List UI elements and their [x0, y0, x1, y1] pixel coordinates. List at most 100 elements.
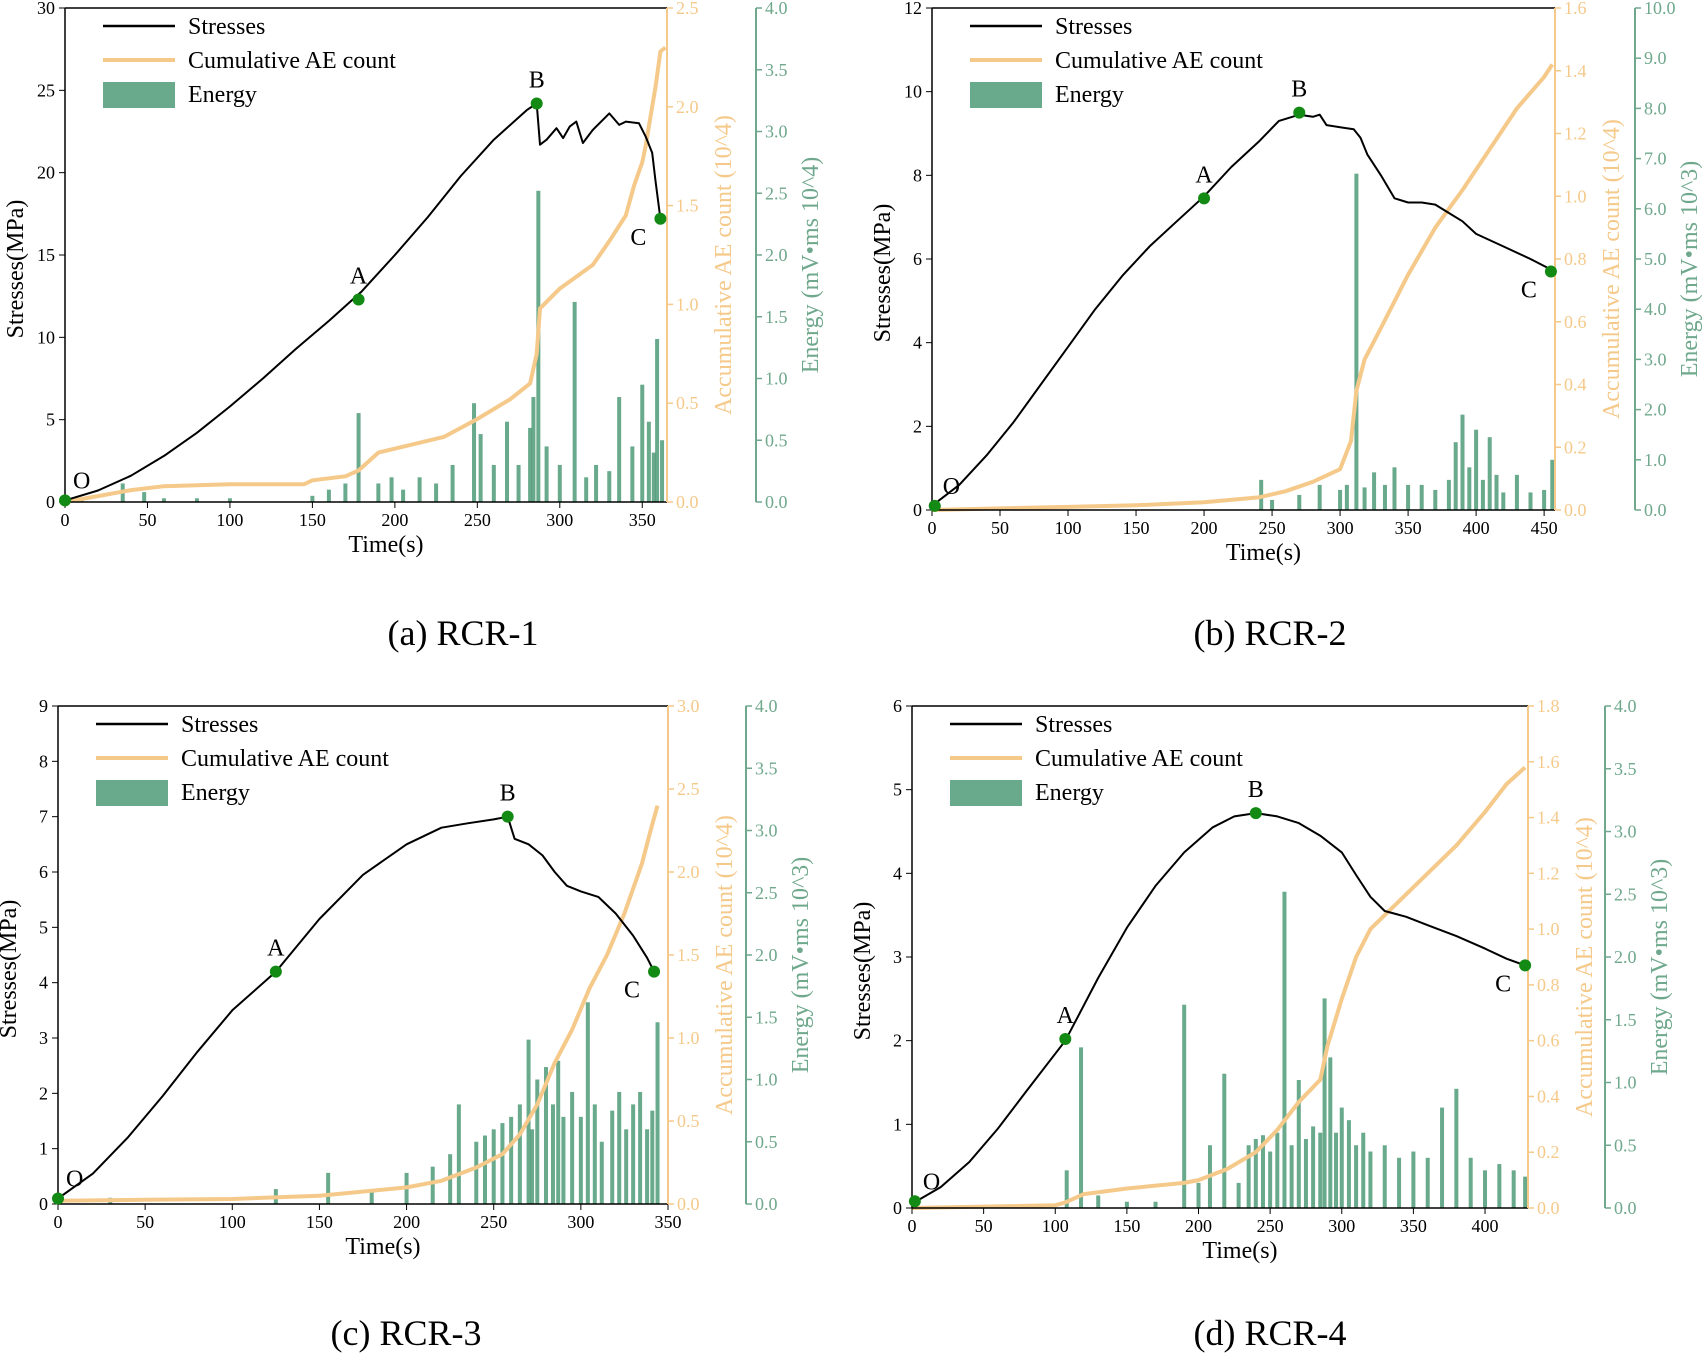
- y3-tick-label: 1.5: [755, 1007, 778, 1027]
- energy-bar: [326, 489, 331, 502]
- y3-tick-label: 2.0: [765, 245, 788, 265]
- energy-bar: [1397, 1157, 1402, 1208]
- y-tick-label: 5: [46, 410, 55, 430]
- energy-bar: [1222, 1073, 1227, 1208]
- energy-bar: [557, 464, 562, 502]
- energy-bar: [1275, 1132, 1280, 1208]
- y2-tick-label: 1.0: [1537, 919, 1560, 939]
- x-tick-label: 300: [1327, 518, 1354, 538]
- energy-bar: [594, 464, 599, 502]
- y-tick-label: 4: [39, 973, 48, 993]
- key-point-label: B: [529, 68, 545, 94]
- y3-tick-label: 3.5: [755, 758, 778, 778]
- energy-bar: [660, 440, 665, 502]
- x-tick-label: 150: [306, 1212, 333, 1232]
- x-tick-label: 450: [1531, 518, 1558, 538]
- legend-energy-label: Energy: [181, 780, 250, 806]
- stress-line: [64, 102, 662, 502]
- y3-tick-label: 3.5: [1614, 759, 1637, 779]
- y3-tick-label: 0.5: [1614, 1135, 1637, 1155]
- legend-stress-label: Stresses: [1055, 14, 1132, 40]
- legend-stress-label: Stresses: [188, 14, 265, 40]
- energy-bar: [1260, 1135, 1265, 1208]
- energy-bar: [434, 483, 439, 502]
- stress-line: [911, 812, 1526, 1205]
- energy-bar: [572, 301, 577, 502]
- legend-stress-label: Stresses: [1035, 712, 1112, 738]
- y-tick-label: 3: [39, 1028, 48, 1048]
- key-point-marker: [1293, 106, 1306, 119]
- y2-tick-label: 1.2: [1537, 863, 1560, 883]
- y-tick-label: 12: [904, 0, 922, 18]
- key-point-label: C: [1521, 278, 1537, 304]
- cumulative-ae-line: [64, 45, 667, 504]
- x-tick-label: 400: [1472, 1216, 1499, 1236]
- y2-tick-label: 0.0: [677, 1194, 700, 1214]
- key-point-marker: [1249, 807, 1262, 820]
- energy-bar: [544, 446, 549, 502]
- y-tick-label: 8: [39, 751, 48, 771]
- key-point-marker: [52, 1192, 64, 1205]
- energy-bar: [142, 492, 147, 502]
- y2-axis-title: Accumulative AE count (10^4): [711, 115, 737, 415]
- y3-axis-title: Energy (mV•ms 10^3): [1677, 161, 1703, 378]
- energy-bar: [617, 1091, 622, 1204]
- y2-tick-label: 1.8: [1537, 696, 1560, 716]
- energy-bar: [1511, 1170, 1516, 1208]
- key-point-marker: [928, 499, 941, 512]
- y3-tick-label: 3.0: [765, 122, 788, 142]
- energy-bar: [227, 498, 232, 502]
- x-tick-label: 0: [908, 1216, 917, 1236]
- legend-cumulative-label: Cumulative AE count: [188, 48, 396, 74]
- y2-tick-label: 2.5: [676, 0, 699, 18]
- energy-bar: [592, 1104, 597, 1204]
- y2-tick-label: 0.2: [1564, 437, 1587, 457]
- energy-bar: [1440, 1107, 1445, 1208]
- y2-axis-title: Accumulative AE count (10^4): [1599, 119, 1625, 419]
- y2-tick-label: 0.0: [1564, 500, 1587, 520]
- y2-tick-label: 3.0: [677, 696, 700, 716]
- energy-bar: [500, 1123, 505, 1204]
- x-tick-label: 50: [975, 1216, 993, 1236]
- y3-tick-label: 1.5: [765, 307, 788, 327]
- y2-tick-label: 0.4: [1537, 1086, 1560, 1106]
- y2-tick-label: 1.0: [1564, 186, 1587, 206]
- x-tick-label: 0: [928, 518, 937, 538]
- energy-bar: [491, 1129, 496, 1204]
- y-tick-label: 0: [893, 1198, 902, 1218]
- y3-tick-label: 3.5: [765, 60, 788, 80]
- chart-panel-2: 0 50 100 150 200 250 300 350 400 450 0 2 4 6 8 10 12 0.0 0…: [870, 0, 1703, 653]
- x-tick-label: 350: [655, 1212, 682, 1232]
- energy-bar: [1368, 1151, 1373, 1208]
- y-axis-title: Stresses(MPa): [870, 204, 896, 343]
- panel-caption: (c) RCR-3: [331, 1313, 482, 1353]
- x-axis-title: Time(s): [345, 1234, 420, 1260]
- y3-axis-title: Energy (mV•ms 10^4): [798, 157, 824, 374]
- y-tick-label: 20: [37, 163, 55, 183]
- x-tick-label: 0: [54, 1212, 63, 1232]
- y-axis-title: Stresses(MPa): [850, 902, 876, 1041]
- y-tick-label: 15: [37, 245, 55, 265]
- energy-bar: [472, 403, 477, 502]
- y3-tick-label: 3.0: [1644, 349, 1667, 369]
- y2-tick-label: 0.0: [676, 492, 699, 512]
- energy-bar: [1382, 484, 1387, 510]
- energy-bar: [584, 477, 589, 502]
- legend-energy-label: Energy: [1035, 780, 1104, 806]
- energy-bar: [1297, 494, 1302, 510]
- energy-bar: [369, 1191, 374, 1204]
- y2-tick-label: 1.4: [1537, 808, 1560, 828]
- energy-bar: [1182, 1004, 1187, 1208]
- x-tick-label: 100: [1055, 518, 1082, 538]
- y-axis-title: Stresses(MPa): [0, 900, 22, 1039]
- energy-bar: [1270, 499, 1275, 510]
- x-tick-label: 350: [1400, 1216, 1427, 1236]
- y-tick-label: 4: [913, 333, 922, 353]
- energy-bar: [631, 1104, 636, 1204]
- y2-tick-label: 0.8: [1564, 249, 1587, 269]
- energy-bar: [646, 421, 651, 502]
- y2-tick-label: 1.4: [1564, 61, 1587, 81]
- energy-bar: [599, 1141, 604, 1204]
- energy-bar: [1501, 492, 1506, 510]
